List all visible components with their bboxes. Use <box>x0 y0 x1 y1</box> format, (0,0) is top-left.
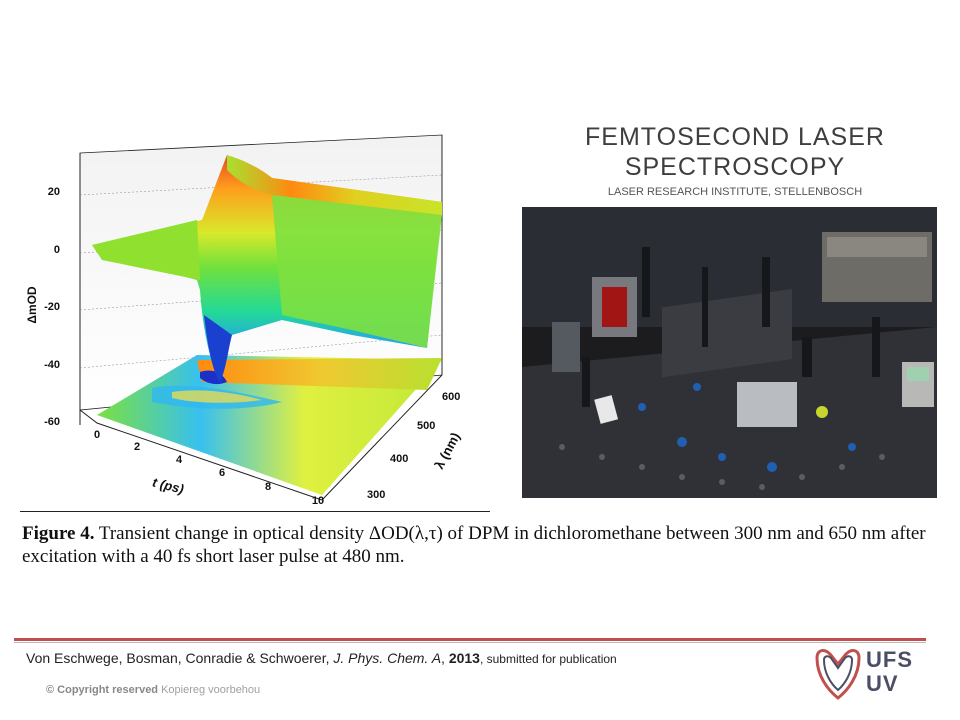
footer-accent-line <box>14 638 926 641</box>
citation: Von Eschwege, Bosman, Conradie & Schwoer… <box>26 650 617 666</box>
slide-subtitle: LASER RESEARCH INSTITUTE, STELLENBOSCH <box>607 186 863 198</box>
y-tick-label: 500 <box>417 420 435 432</box>
copyright-notice: © Copyright reserved Kopiereg voorbehou <box>46 684 260 696</box>
y-tick-label: 400 <box>390 453 408 465</box>
x-axis-label: t (ps) <box>151 475 185 497</box>
ufs-logo <box>815 649 861 700</box>
y-axis-label: λ (nm) <box>431 430 463 471</box>
logo-line-2: UV <box>866 671 899 696</box>
citation-authors: Von Eschwege, Bosman, Conradie & Schwoer… <box>26 650 334 666</box>
x-tick-label: 0 <box>94 429 100 441</box>
logo-wordmark: UFS UV <box>866 648 913 696</box>
copyright-rest: Kopiereg voorbehou <box>158 684 261 696</box>
footer-divider <box>14 642 926 643</box>
z-tick-label: -60 <box>44 416 60 428</box>
citation-status: , submitted for publication <box>479 652 617 666</box>
copyright-bold: © Copyright reserved <box>46 684 159 696</box>
z-tick-label: -20 <box>44 301 60 313</box>
citation-sep: , <box>441 650 449 666</box>
z-tick-label: 20 <box>48 186 60 198</box>
figure-caption: Figure 4. Transient change in optical de… <box>22 522 952 568</box>
slide-title: FEMTOSECOND LASER SPECTROSCOPY <box>585 123 885 181</box>
z-axis-label: ΔmOD <box>25 286 39 324</box>
y-tick-label: 300 <box>367 489 385 501</box>
caption-label: Figure 4. <box>22 523 95 544</box>
x-tick-label: 10 <box>312 495 324 507</box>
x-tick-label: 2 <box>134 441 140 453</box>
surface-chart: 20 0 -20 -40 -60 ΔmOD 0 2 4 6 8 10 t (ps… <box>25 134 463 507</box>
figure-divider <box>20 511 490 512</box>
z-tick-label: -40 <box>44 359 60 371</box>
x-tick-label: 6 <box>219 467 225 479</box>
z-tick-label: 0 <box>54 244 60 256</box>
citation-year: 2013 <box>448 650 480 666</box>
x-tick-label: 4 <box>176 454 183 466</box>
logo-line-1: UFS <box>866 647 913 672</box>
citation-journal: J. Phys. Chem. A <box>333 650 442 666</box>
caption-text: Transient change in optical density ΔOD(… <box>22 523 926 567</box>
laser-lab-photo <box>522 207 937 498</box>
y-tick-label: 600 <box>442 391 460 403</box>
x-tick-label: 8 <box>265 481 271 493</box>
